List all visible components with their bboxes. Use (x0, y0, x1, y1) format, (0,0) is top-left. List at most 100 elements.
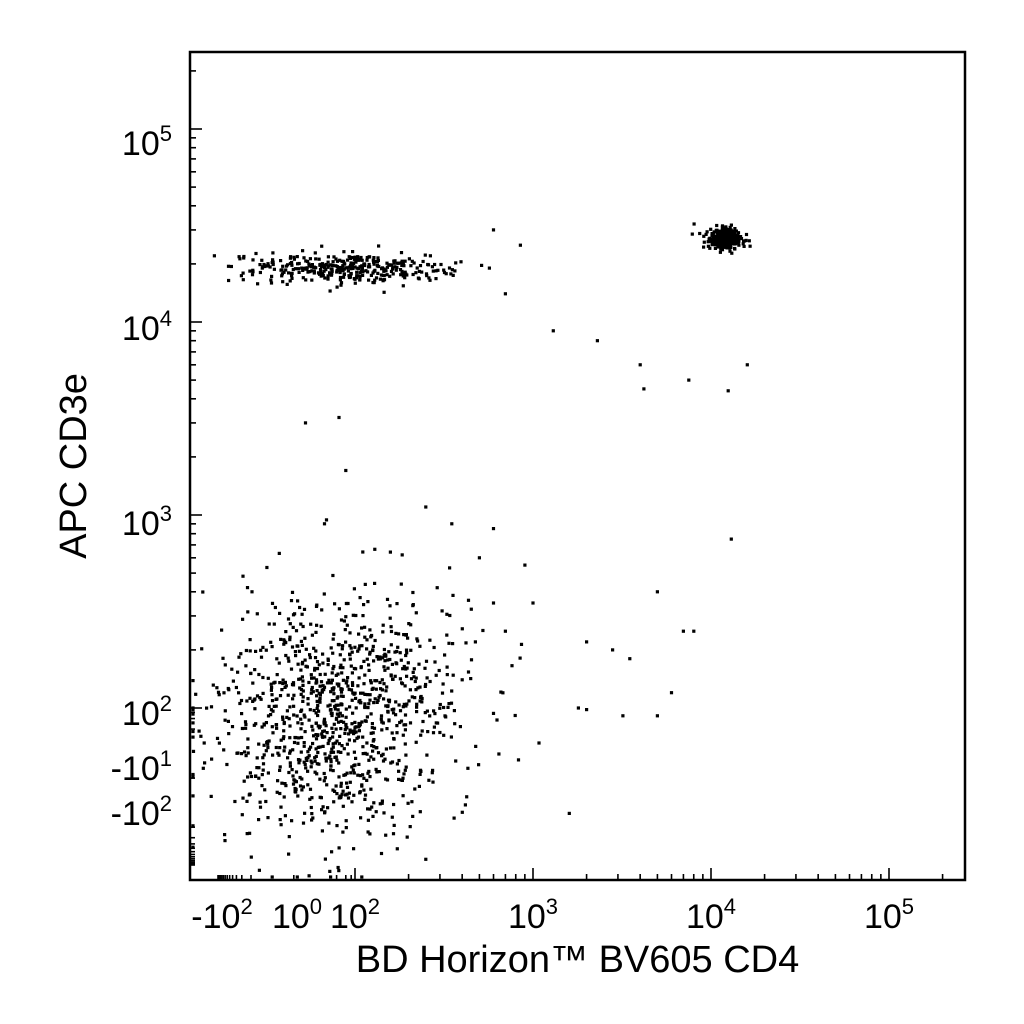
data-point (368, 650, 372, 654)
data-point (728, 249, 732, 253)
data-point (729, 230, 733, 234)
data-point (343, 727, 347, 732)
data-point (419, 695, 423, 699)
data-point (350, 800, 354, 804)
data-point (451, 273, 455, 277)
data-point (270, 699, 275, 703)
data-point (257, 672, 261, 677)
data-point (350, 265, 354, 269)
data-point (395, 261, 399, 265)
data-point (270, 725, 274, 729)
data-point (415, 710, 419, 714)
data-point (294, 654, 298, 658)
data-point (353, 265, 357, 269)
data-point (348, 728, 352, 732)
data-point (339, 781, 343, 785)
data-point (495, 718, 499, 722)
data-point (349, 646, 353, 650)
data-point (720, 232, 724, 236)
data-point (368, 775, 372, 779)
data-point (296, 599, 300, 603)
data-point (698, 231, 702, 236)
data-point (245, 699, 249, 703)
data-point (288, 638, 292, 642)
data-point (305, 266, 309, 270)
data-point (731, 237, 735, 241)
data-point (321, 805, 325, 809)
data-point (463, 803, 467, 807)
data-point (518, 656, 522, 660)
data-point (322, 685, 327, 689)
data-point (386, 666, 390, 670)
data-point (241, 271, 245, 275)
data-point (353, 763, 357, 767)
data-point (417, 269, 421, 273)
data-point (222, 748, 226, 752)
data-point (344, 722, 348, 727)
data-point (291, 782, 296, 786)
data-point (353, 255, 357, 259)
data-point (297, 649, 301, 653)
data-point (319, 680, 324, 684)
data-point (318, 672, 322, 677)
data-point (230, 667, 234, 671)
data-point (279, 805, 283, 809)
data-point (273, 605, 277, 610)
data-point (242, 256, 246, 260)
data-point (360, 266, 364, 270)
data-point (379, 687, 383, 691)
data-point (270, 274, 274, 278)
data-point (314, 257, 318, 261)
y-tick-label: 104 (122, 306, 172, 348)
data-point (366, 818, 370, 822)
data-point (284, 784, 288, 788)
data-point (354, 696, 358, 700)
data-point (336, 642, 340, 647)
data-point (316, 713, 320, 718)
data-point (343, 773, 348, 777)
data-point (411, 670, 415, 674)
data-point (370, 687, 374, 691)
data-point (316, 750, 320, 755)
data-point (324, 262, 328, 267)
data-point (262, 723, 266, 727)
data-point (284, 268, 288, 272)
data-point (368, 652, 372, 656)
data-point (230, 725, 235, 729)
data-point (283, 814, 287, 818)
data-point (352, 666, 356, 671)
data-point (290, 273, 294, 278)
data-point (290, 768, 294, 772)
data-point (339, 281, 344, 285)
data-point (381, 273, 385, 277)
data-point (421, 719, 425, 724)
data-point (215, 686, 219, 690)
data-point (611, 648, 615, 652)
data-point (744, 238, 748, 242)
x-tick-label: 104 (686, 894, 736, 936)
data-point (249, 671, 253, 675)
data-point (416, 639, 420, 643)
data-point (356, 649, 360, 653)
data-point (704, 232, 708, 236)
data-point (450, 522, 454, 526)
data-point (260, 725, 264, 729)
data-point (291, 697, 295, 701)
data-point (339, 694, 344, 698)
data-point (287, 717, 291, 721)
data-point (330, 267, 334, 271)
data-point (378, 657, 382, 661)
data-point (717, 235, 721, 239)
data-point (329, 875, 333, 879)
data-point (728, 234, 732, 238)
data-point (491, 711, 496, 715)
data-point (353, 739, 357, 743)
data-point (335, 682, 339, 686)
data-point (362, 788, 366, 792)
data-point (261, 645, 265, 649)
data-point (414, 271, 418, 275)
data-point (355, 270, 359, 274)
data-point (336, 708, 340, 712)
data-point (357, 700, 361, 704)
data-point (299, 687, 304, 692)
